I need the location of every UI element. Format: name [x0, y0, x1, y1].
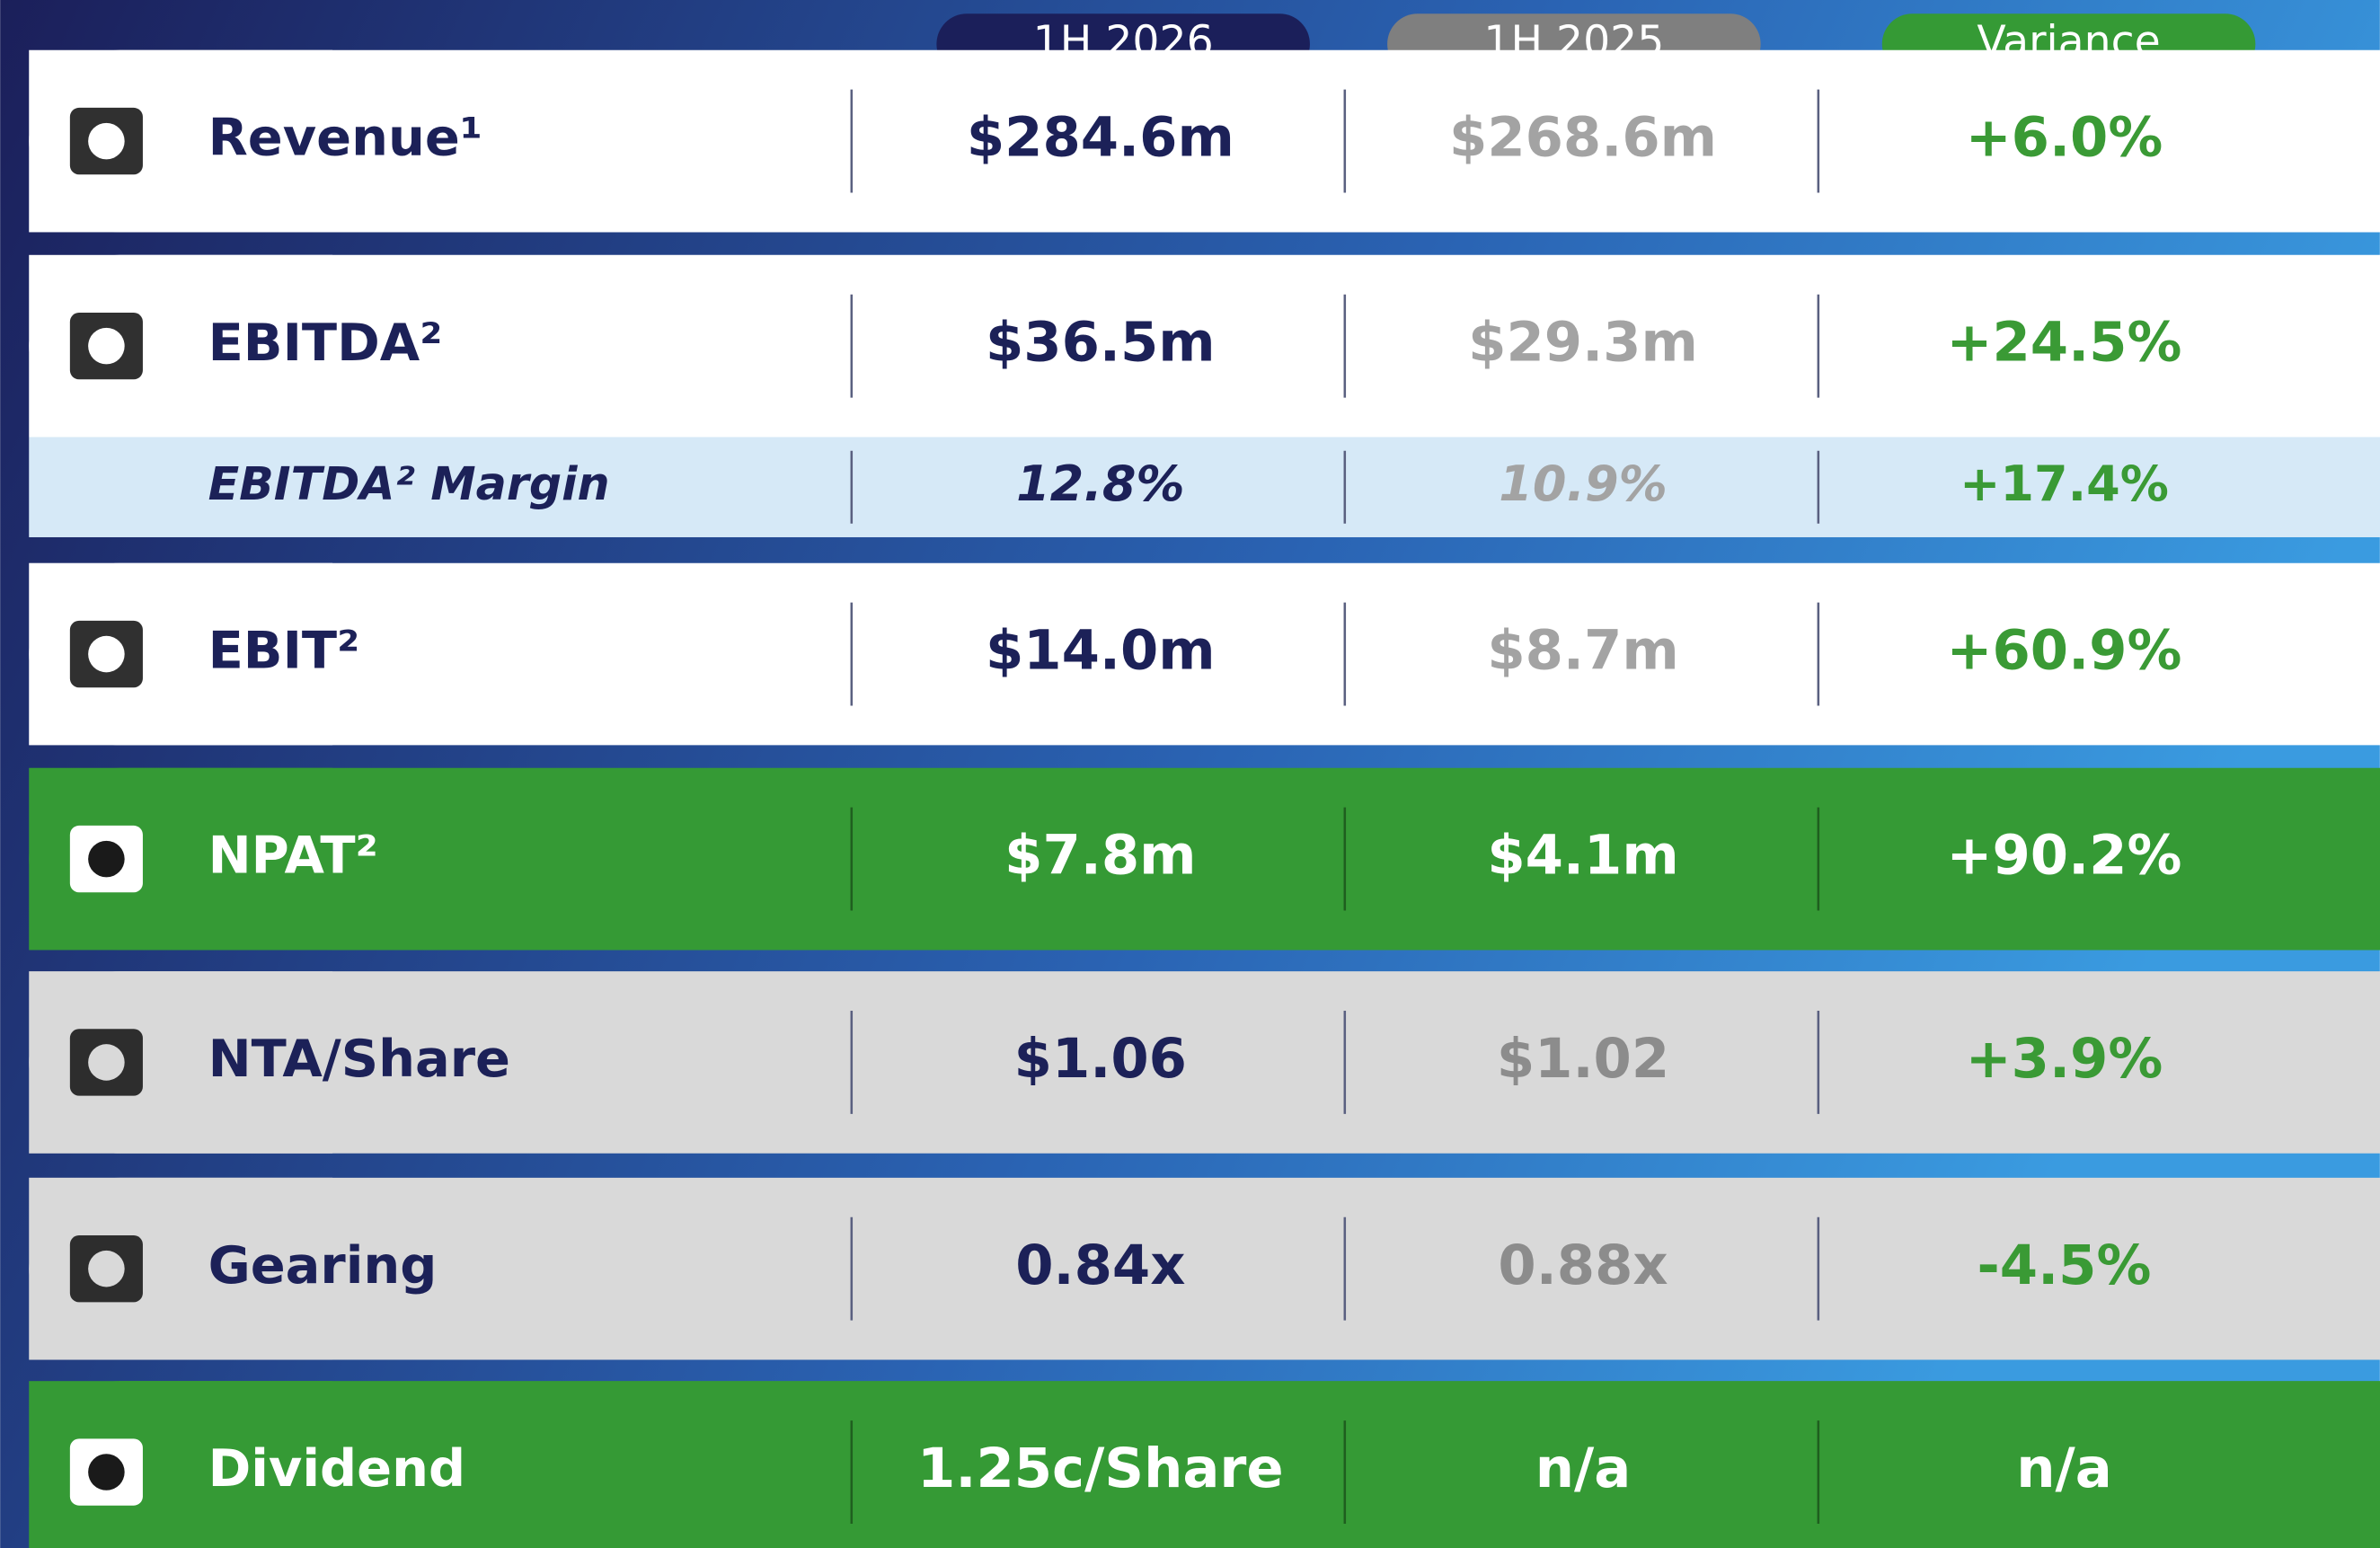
row-background [29, 1177, 2380, 1360]
rows: Revenue¹ $284.6m $268.6m +6.0% EBITDA² $36.5m… [29, 49, 2380, 1548]
table-row: EBITDA² $36.5m $29.3m +24.5% [29, 254, 2380, 438]
row-value: 0.84x [1015, 1234, 1185, 1297]
row-label: EBITDA² Margin [208, 457, 610, 510]
row-icon-detail [88, 840, 125, 878]
row-value: 12.8% [1016, 456, 1185, 512]
table-row: Revenue¹ $284.6m $268.6m +6.0% [29, 49, 2380, 233]
row-value: 1.25c/Share [917, 1437, 1284, 1500]
row-value: +3.9% [1966, 1028, 2163, 1091]
row-value: $1.06 [1014, 1028, 1187, 1091]
row-value: $268.6m [1449, 107, 1717, 170]
row-background [29, 767, 2380, 951]
row-value: -4.5% [1977, 1234, 2152, 1297]
row-label: Dividend [208, 1438, 466, 1499]
table-row: NTA/Share $1.06 $1.02 +3.9% [29, 971, 2380, 1154]
row-label: EBITDA² [208, 313, 443, 373]
row-value: $284.6m [967, 107, 1234, 170]
row-icon-detail [88, 635, 125, 673]
row-value: +24.5% [1947, 312, 2182, 375]
row-icon-detail [88, 1250, 125, 1287]
row-value: +60.9% [1947, 620, 2182, 683]
row-value: n/a [2016, 1437, 2112, 1500]
row-label: Revenue¹ [208, 108, 482, 168]
row-background [29, 1381, 2380, 1548]
row-icon-detail [88, 1044, 125, 1081]
row-label: NTA/Share [208, 1029, 510, 1089]
table-row: EBIT² $14.0m $8.7m +60.9% [29, 562, 2380, 746]
row-value: +6.0% [1966, 107, 2163, 170]
row-background [29, 437, 2380, 537]
row-icon-detail [88, 327, 125, 365]
row-label: NPAT² [208, 826, 378, 886]
row-value: 0.88x [1498, 1234, 1668, 1297]
row-value: $1.02 [1497, 1028, 1669, 1091]
row-value: $14.0m [986, 620, 1216, 683]
table-row: NPAT² $7.8m $4.1m +90.2% [29, 767, 2380, 951]
row-background [29, 971, 2380, 1154]
row-value: $7.8m [1004, 825, 1196, 888]
row-background [29, 254, 2380, 438]
row-value: +17.4% [1960, 456, 2169, 512]
table-row: Dividend 1.25c/Share n/a n/a [29, 1381, 2380, 1548]
row-icon-detail [88, 1454, 125, 1491]
row-value: 10.9% [1499, 456, 1668, 512]
row-value: $29.3m [1468, 312, 1698, 375]
row-label: EBIT² [208, 621, 360, 681]
row-label: Gearing [208, 1235, 438, 1296]
table-row: Gearing 0.84x 0.88x -4.5% [29, 1177, 2380, 1360]
row-icon-detail [88, 122, 125, 160]
row-value: $8.7m [1487, 620, 1678, 683]
row-value: $36.5m [986, 312, 1216, 375]
table-row: EBITDA² Margin 12.8% 10.9% +17.4% [29, 437, 2380, 537]
row-value: +90.2% [1947, 825, 2182, 888]
row-background [29, 562, 2380, 746]
row-background [29, 49, 2380, 233]
row-value: n/a [1535, 1437, 1632, 1500]
row-value: $4.1m [1487, 825, 1678, 888]
